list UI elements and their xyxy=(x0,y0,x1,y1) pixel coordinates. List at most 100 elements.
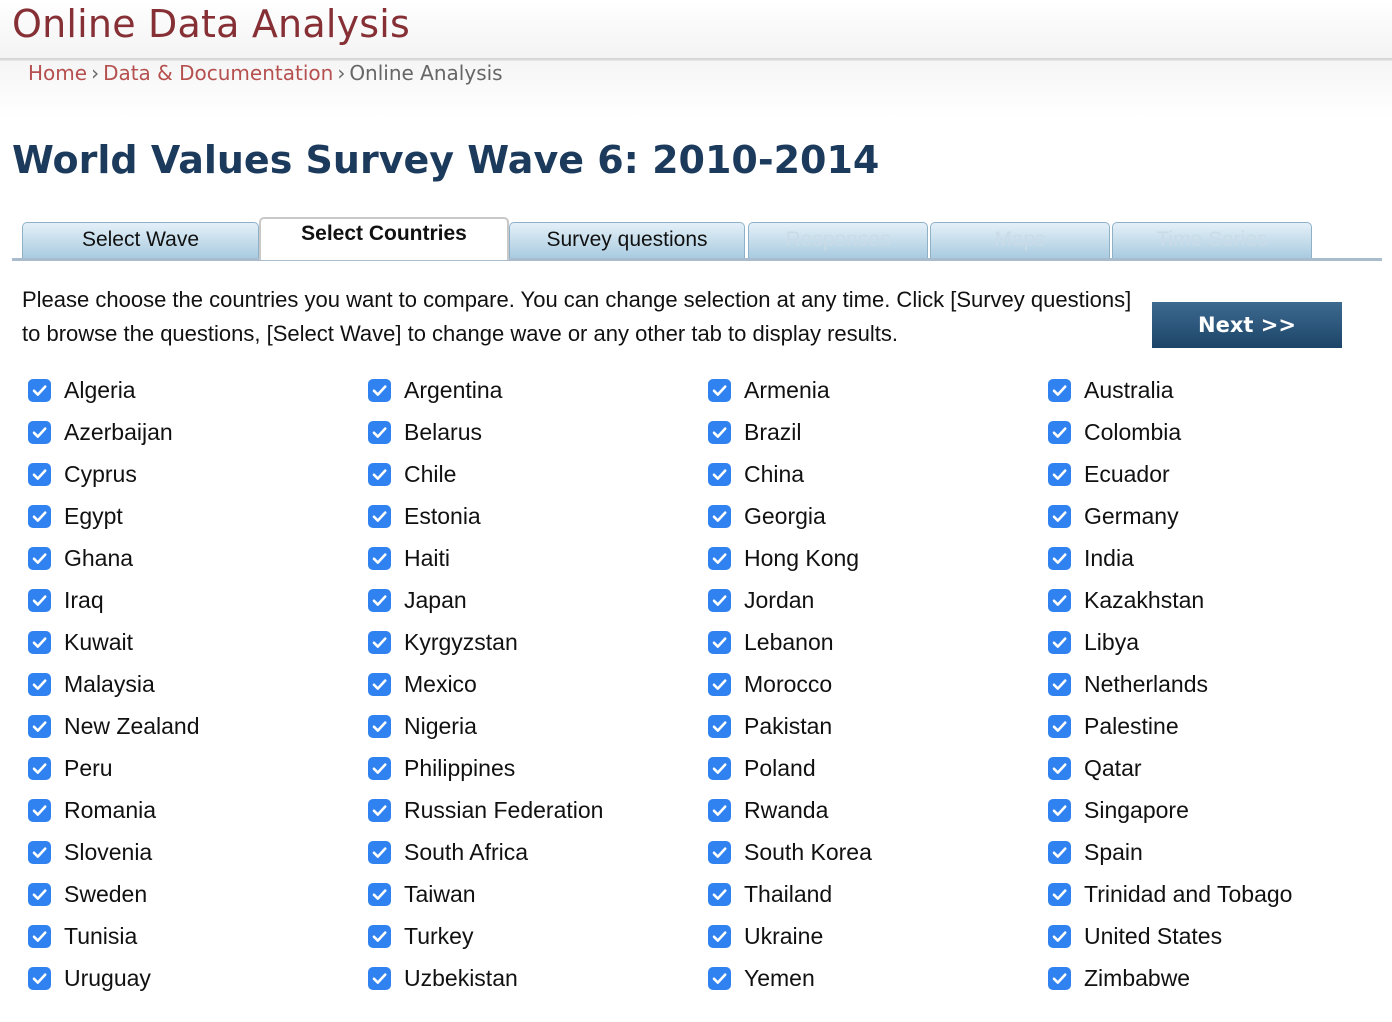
country-checkbox[interactable] xyxy=(28,505,51,528)
country-option[interactable]: Armenia xyxy=(708,369,830,411)
country-checkbox[interactable] xyxy=(708,883,731,906)
country-option[interactable]: Mexico xyxy=(368,663,477,705)
next-button[interactable]: Next >> xyxy=(1152,302,1342,348)
country-checkbox[interactable] xyxy=(28,421,51,444)
country-option[interactable]: Egypt xyxy=(28,495,123,537)
country-option[interactable]: Ukraine xyxy=(708,915,823,957)
country-option[interactable]: Malaysia xyxy=(28,663,155,705)
country-checkbox[interactable] xyxy=(28,757,51,780)
country-checkbox[interactable] xyxy=(368,463,391,486)
breadcrumb-home-link[interactable]: Home xyxy=(28,61,87,85)
country-option[interactable]: Russian Federation xyxy=(368,789,603,831)
country-option[interactable]: Rwanda xyxy=(708,789,828,831)
country-option[interactable]: Hong Kong xyxy=(708,537,859,579)
country-checkbox[interactable] xyxy=(28,463,51,486)
country-option[interactable]: Slovenia xyxy=(28,831,152,873)
tab-time-series[interactable]: Time Series xyxy=(1112,222,1312,258)
tab-maps[interactable]: Maps xyxy=(930,222,1110,258)
country-option[interactable]: South Korea xyxy=(708,831,872,873)
country-checkbox[interactable] xyxy=(1048,673,1071,696)
country-checkbox[interactable] xyxy=(708,589,731,612)
country-checkbox[interactable] xyxy=(28,673,51,696)
country-checkbox[interactable] xyxy=(368,883,391,906)
tab-select-countries[interactable]: Select Countries xyxy=(259,217,509,260)
country-option[interactable]: Netherlands xyxy=(1048,663,1208,705)
country-checkbox[interactable] xyxy=(708,715,731,738)
country-checkbox[interactable] xyxy=(1048,631,1071,654)
country-checkbox[interactable] xyxy=(1048,547,1071,570)
country-option[interactable]: Peru xyxy=(28,747,113,789)
country-option[interactable]: Ecuador xyxy=(1048,453,1170,495)
country-option[interactable]: Kazakhstan xyxy=(1048,579,1204,621)
country-checkbox[interactable] xyxy=(708,841,731,864)
country-checkbox[interactable] xyxy=(368,925,391,948)
country-option[interactable]: Azerbaijan xyxy=(28,411,173,453)
country-option[interactable]: Libya xyxy=(1048,621,1139,663)
country-checkbox[interactable] xyxy=(368,841,391,864)
country-checkbox[interactable] xyxy=(708,379,731,402)
country-checkbox[interactable] xyxy=(1048,715,1071,738)
country-option[interactable]: Haiti xyxy=(368,537,450,579)
country-checkbox[interactable] xyxy=(708,799,731,822)
country-checkbox[interactable] xyxy=(28,547,51,570)
country-checkbox[interactable] xyxy=(1048,799,1071,822)
country-option[interactable]: Kyrgyzstan xyxy=(368,621,518,663)
country-checkbox[interactable] xyxy=(1048,589,1071,612)
country-checkbox[interactable] xyxy=(1048,463,1071,486)
country-checkbox[interactable] xyxy=(708,505,731,528)
country-checkbox[interactable] xyxy=(1048,757,1071,780)
country-checkbox[interactable] xyxy=(28,799,51,822)
country-option[interactable]: Taiwan xyxy=(368,873,476,915)
country-option[interactable]: Philippines xyxy=(368,747,515,789)
country-option[interactable]: Estonia xyxy=(368,495,481,537)
country-option[interactable]: Georgia xyxy=(708,495,826,537)
country-checkbox[interactable] xyxy=(368,757,391,780)
country-option[interactable]: Singapore xyxy=(1048,789,1189,831)
country-option[interactable]: Trinidad and Tobago xyxy=(1048,873,1292,915)
country-option[interactable]: Belarus xyxy=(368,411,482,453)
country-checkbox[interactable] xyxy=(1048,421,1071,444)
country-checkbox[interactable] xyxy=(368,967,391,990)
country-checkbox[interactable] xyxy=(368,589,391,612)
country-checkbox[interactable] xyxy=(1048,925,1071,948)
country-option[interactable]: Chile xyxy=(368,453,456,495)
country-checkbox[interactable] xyxy=(708,967,731,990)
country-checkbox[interactable] xyxy=(1048,505,1071,528)
country-checkbox[interactable] xyxy=(28,631,51,654)
country-option[interactable]: United States xyxy=(1048,915,1222,957)
country-checkbox[interactable] xyxy=(708,757,731,780)
country-option[interactable]: Palestine xyxy=(1048,705,1179,747)
country-checkbox[interactable] xyxy=(1048,883,1071,906)
country-option[interactable]: Turkey xyxy=(368,915,473,957)
tab-select-wave[interactable]: Select Wave xyxy=(22,222,259,258)
country-option[interactable]: Uzbekistan xyxy=(368,957,518,999)
country-checkbox[interactable] xyxy=(28,883,51,906)
country-checkbox[interactable] xyxy=(708,463,731,486)
country-checkbox[interactable] xyxy=(368,547,391,570)
country-checkbox[interactable] xyxy=(28,589,51,612)
country-checkbox[interactable] xyxy=(28,925,51,948)
country-checkbox[interactable] xyxy=(708,631,731,654)
country-option[interactable]: New Zealand xyxy=(28,705,200,747)
country-option[interactable]: Tunisia xyxy=(28,915,137,957)
country-option[interactable]: Morocco xyxy=(708,663,832,705)
country-checkbox[interactable] xyxy=(708,421,731,444)
country-checkbox[interactable] xyxy=(368,379,391,402)
country-option[interactable]: Ghana xyxy=(28,537,133,579)
country-option[interactable]: Nigeria xyxy=(368,705,477,747)
country-checkbox[interactable] xyxy=(708,673,731,696)
country-checkbox[interactable] xyxy=(368,673,391,696)
country-option[interactable]: Thailand xyxy=(708,873,832,915)
country-checkbox[interactable] xyxy=(28,967,51,990)
country-option[interactable]: India xyxy=(1048,537,1134,579)
country-option[interactable]: China xyxy=(708,453,804,495)
country-option[interactable]: Kuwait xyxy=(28,621,133,663)
tab-responses[interactable]: Responses xyxy=(748,222,928,258)
tab-survey-questions[interactable]: Survey questions xyxy=(509,222,745,258)
country-option[interactable]: Iraq xyxy=(28,579,104,621)
country-checkbox[interactable] xyxy=(28,379,51,402)
breadcrumb-data-docs-link[interactable]: Data & Documentation xyxy=(103,61,333,85)
country-checkbox[interactable] xyxy=(28,841,51,864)
country-checkbox[interactable] xyxy=(708,547,731,570)
country-checkbox[interactable] xyxy=(368,631,391,654)
